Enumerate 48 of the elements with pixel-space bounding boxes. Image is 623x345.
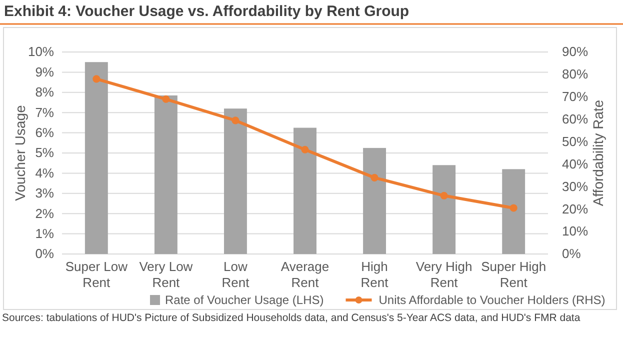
y-tick-label: 6% [35,124,54,140]
point [510,204,518,212]
point [162,95,170,103]
bar [294,128,316,254]
x-tick-label: Average Rent [280,259,330,290]
x-tick-label: Very Low Rent [139,259,194,290]
y2-axis-title: Affordability Rate [590,100,606,206]
point [301,146,309,154]
y2-tick-label: 70% [562,89,588,104]
y-tick-label: 4% [35,165,54,180]
x-tick-label: High Rent [360,259,389,290]
point [232,116,240,124]
point [370,174,378,182]
x-tick-label: Low Rent [222,259,250,290]
y-tick-label: 7% [35,104,54,120]
source-note: Sources: tabulations of HUD's Picture of Subsidized Households data, and Census's 5-Year ACS data, and HUD's FMR data [2,312,582,324]
y2-tick-label: 90% [562,44,588,60]
y-tick-label: 8% [35,84,54,100]
bar [224,108,247,254]
y2-tick-label: 40% [562,156,588,172]
y-tick-label: 9% [35,64,54,80]
y-axis-title: Voucher Usage [12,104,28,201]
y2-tick-label: 60% [562,111,588,126]
y2-tick-label: 80% [562,66,588,82]
bar [432,165,456,254]
chart-title: Exhibit 4: Voucher Usage vs. Affordability by Rent Group [4,3,410,20]
x-tick-label: Super Low Rent [65,259,128,290]
x-tick-label: Super High Rent [481,259,546,290]
point [92,75,100,83]
y-tick-label: 0% [35,246,54,262]
y-tick-label: 5% [35,145,54,160]
legend-label: Units Affordable to Voucher Holders (RHS) [378,293,606,307]
bar [84,62,108,254]
legend-label: Rate of Voucher Usage (LHS) [165,293,324,307]
y-tick-label: 2% [35,206,54,221]
x-tick-label: Very High Rent [416,259,472,290]
y2-tick-label: 10% [562,224,588,239]
bar [154,95,178,254]
y-tick-label: 1% [35,226,54,241]
point [440,192,448,200]
bar [502,169,526,254]
y2-tick-label: 0% [562,246,582,262]
y-tick-label: 10% [28,44,54,60]
y-tick-label: 3% [35,186,54,201]
y2-tick-label: 50% [562,134,588,149]
bar [363,148,386,254]
y2-tick-label: 30% [562,178,588,194]
y2-tick-label: 20% [562,201,588,216]
